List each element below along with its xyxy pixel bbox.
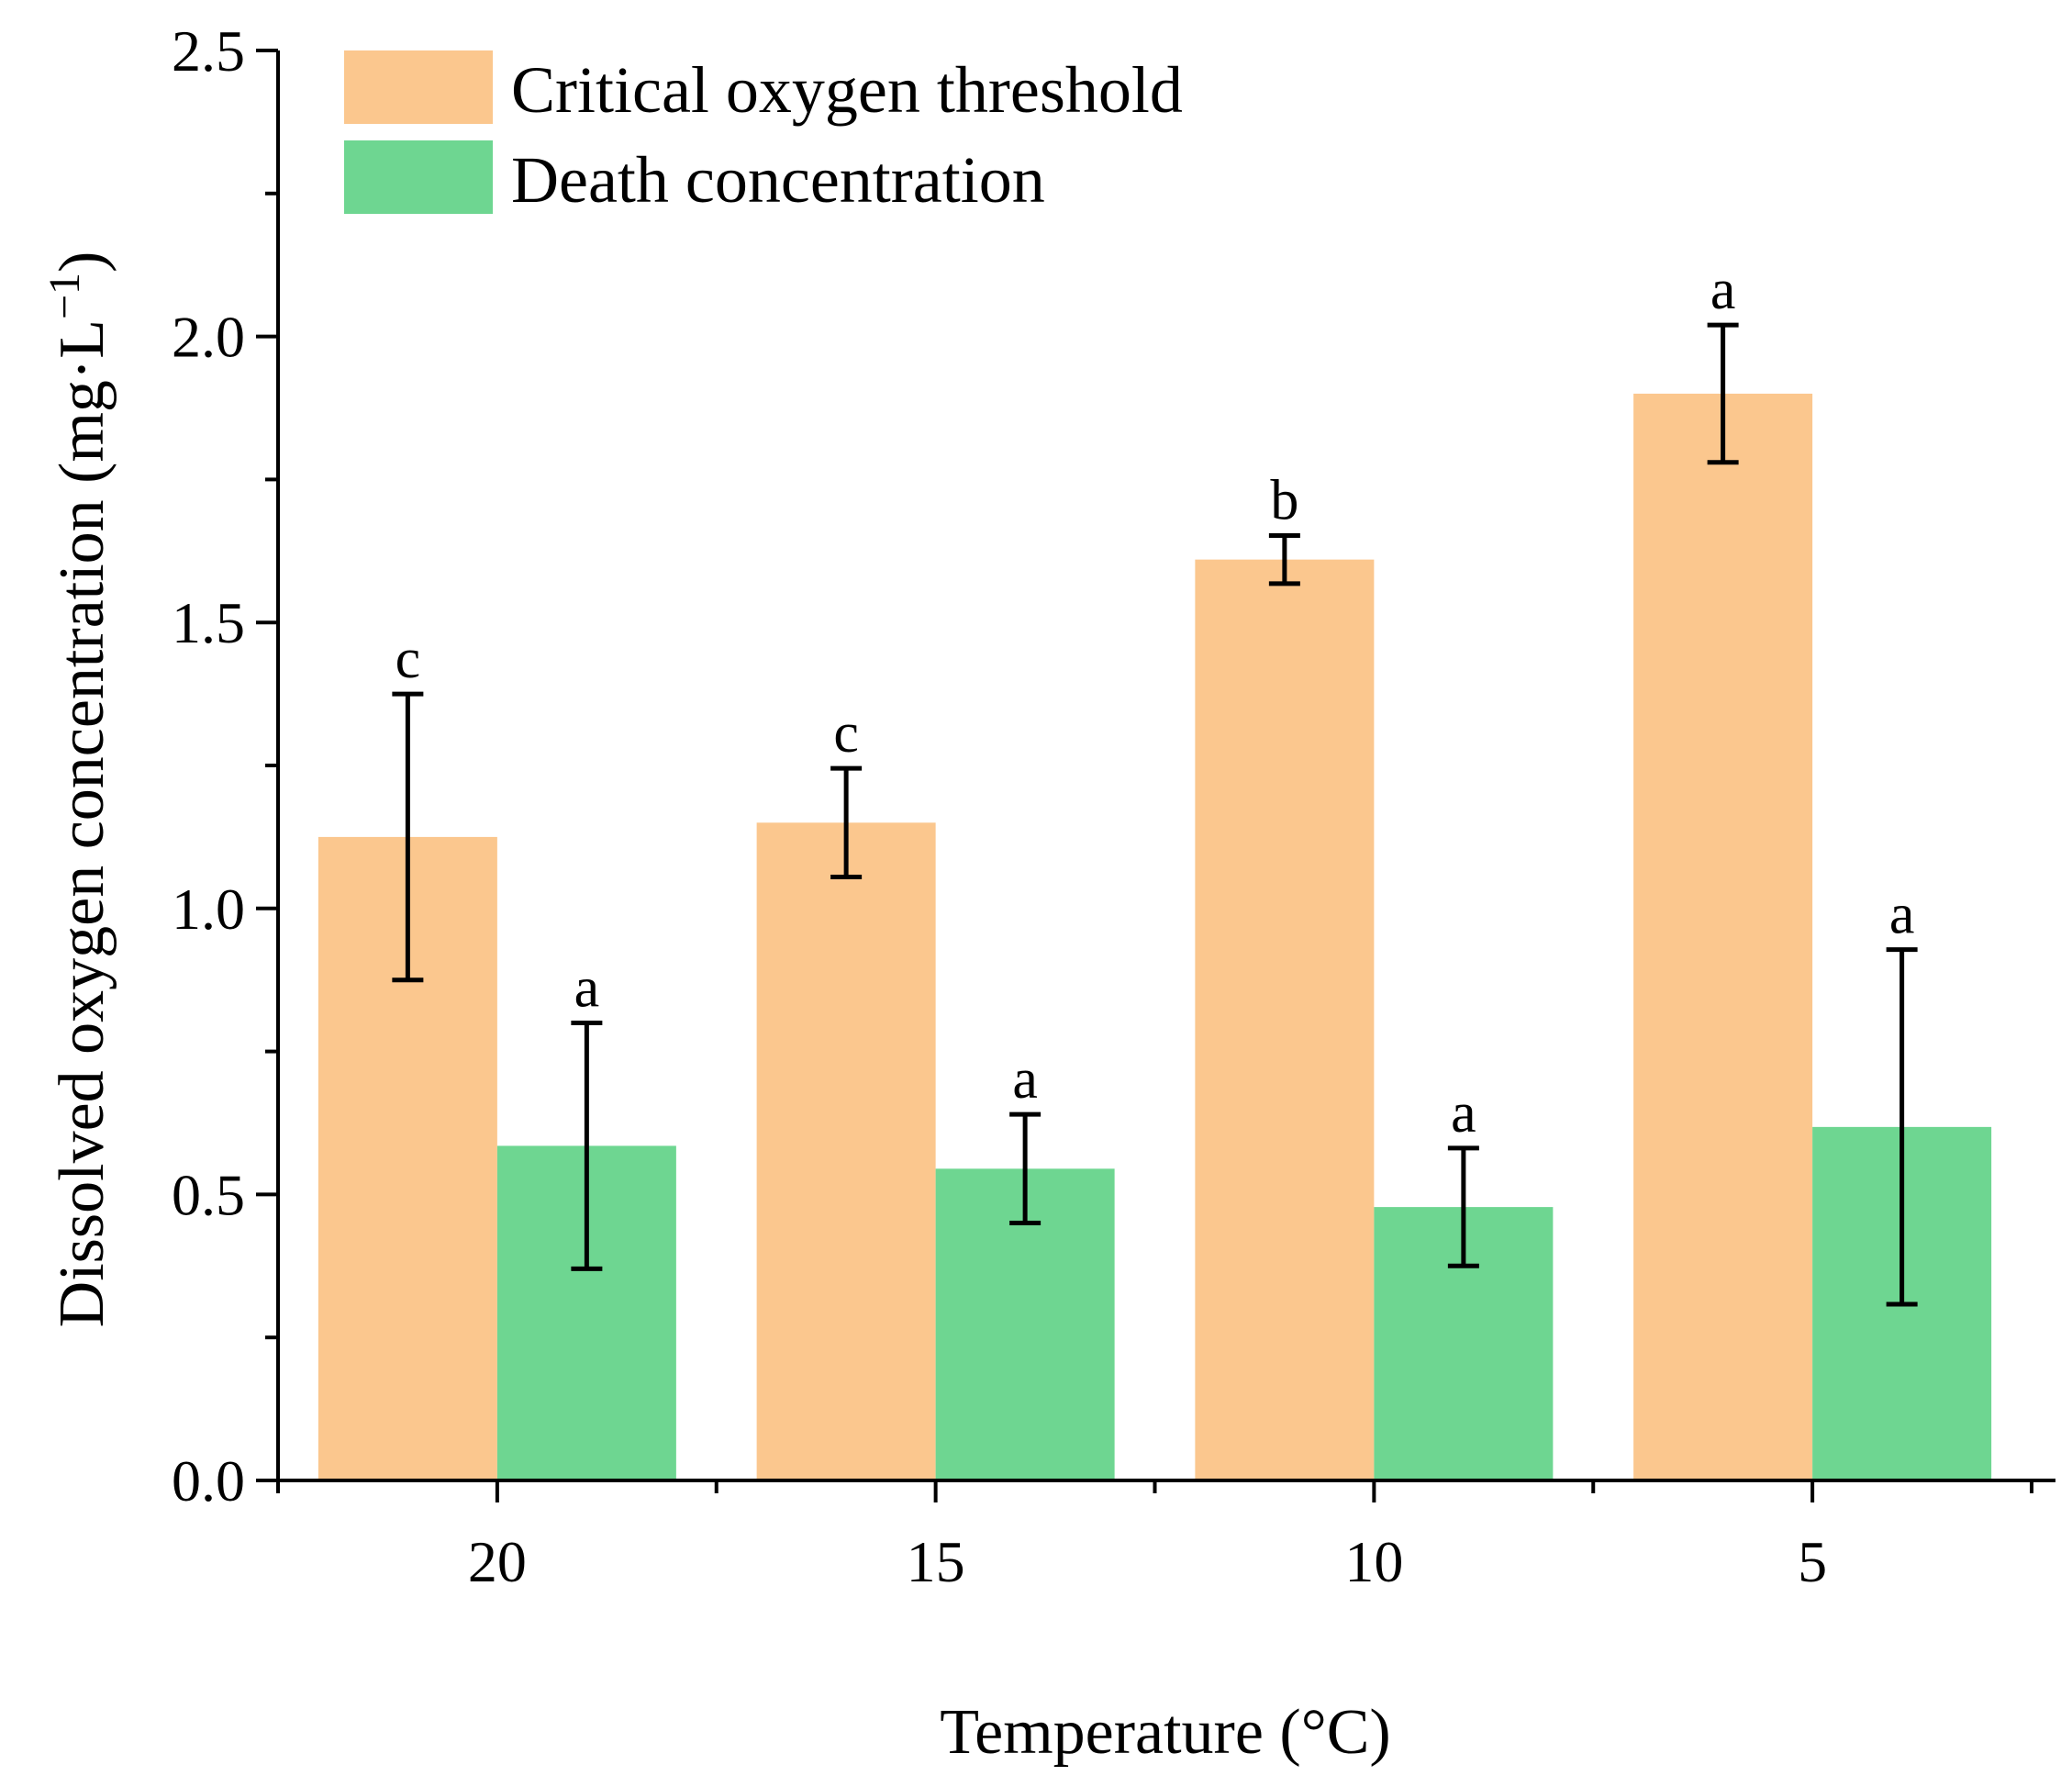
sig-label-critical-10: b [1270, 469, 1298, 531]
error-bar-critical-20 [392, 691, 424, 983]
y-axis-title: Dissolved oxygen concentration (mg·L−1) [40, 251, 117, 1328]
y-tick-label: 2.0 [172, 305, 245, 370]
legend-label-death: Death concentration [511, 143, 1045, 217]
y-tick-label: 2.5 [172, 18, 245, 84]
legend: Critical oxygen threshold Death concentr… [344, 50, 1183, 217]
x-ticks: 20 15 10 5 [276, 1480, 2033, 1594]
error-bar-death-15 [1009, 1111, 1042, 1226]
legend-swatch-critical [344, 50, 493, 124]
sig-label-death-10: a [1451, 1082, 1476, 1145]
x-tick-label-5: 5 [1798, 1529, 1827, 1594]
legend-label-critical: Critical oxygen threshold [511, 53, 1183, 127]
error-bar-death-5 [1886, 947, 1918, 1307]
y-ticks: 0.0 0.5 1.0 1.5 2.0 2.5 [172, 18, 278, 1513]
sig-label-critical-5: a [1710, 259, 1736, 321]
error-bar-critical-5 [1707, 322, 1739, 465]
bar-critical-15 [756, 822, 936, 1480]
sig-label-death-5: a [1889, 884, 1915, 946]
y-axis-title-close: ) [47, 251, 117, 273]
y-tick-label: 0.5 [172, 1162, 245, 1227]
bars-layer [317, 393, 1992, 1480]
y-tick-label: 0.0 [172, 1448, 245, 1513]
significance-labels-layer: c a c a b a a a [395, 259, 1915, 1145]
y-axis-title-main: Dissolved oxygen concentration (mg·L [47, 319, 117, 1327]
x-tick-label-20: 20 [468, 1529, 527, 1594]
sig-label-death-20: a [574, 956, 600, 1019]
error-bar-death-20 [571, 1020, 603, 1271]
legend-swatch-death [344, 140, 493, 214]
error-bars-layer [392, 322, 1918, 1307]
bar-critical-10 [1195, 559, 1375, 1480]
bar-critical-5 [1633, 393, 1813, 1480]
sig-label-critical-15: c [833, 702, 859, 765]
y-axis-title-superscript: −1 [40, 273, 89, 319]
sig-label-critical-20: c [395, 628, 421, 690]
error-bar-death-10 [1447, 1145, 1479, 1268]
error-bar-critical-15 [830, 765, 863, 880]
y-tick-label: 1.5 [172, 590, 245, 655]
x-axis-title: Temperature (°C) [940, 1697, 1390, 1768]
error-bar-critical-10 [1268, 532, 1300, 586]
x-tick-label-10: 10 [1344, 1529, 1403, 1594]
sig-label-death-15: a [1012, 1048, 1038, 1111]
x-tick-label-15: 15 [907, 1529, 965, 1594]
y-tick-label: 1.0 [172, 877, 245, 942]
